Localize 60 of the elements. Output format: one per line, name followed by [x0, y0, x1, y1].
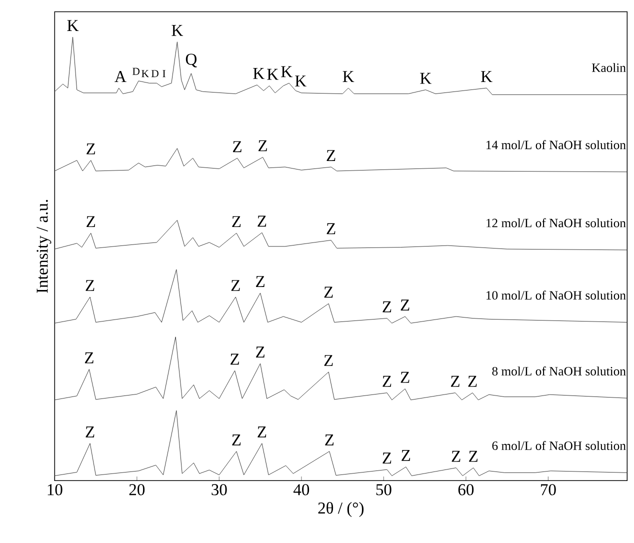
- annotation: K: [420, 72, 432, 84]
- annotation: Z: [86, 216, 96, 227]
- x-tick-label: 50: [376, 484, 392, 496]
- annotation: Z: [400, 300, 410, 310]
- x-tick-label: 60: [458, 484, 474, 496]
- annotation: K: [481, 71, 492, 82]
- annotation: Z: [86, 426, 94, 438]
- annotation: Z: [450, 376, 460, 387]
- annotation: Z: [86, 143, 96, 154]
- x-tick-label: 30: [212, 484, 227, 496]
- annotation: Z: [232, 216, 241, 227]
- annotation: Z: [382, 376, 392, 387]
- annotation: Z: [382, 452, 392, 464]
- annotation: Z: [86, 280, 94, 291]
- annotation: Z: [231, 280, 240, 291]
- x-tick-label: 10: [48, 484, 62, 496]
- annotation: Z: [382, 301, 392, 312]
- series-label: 6 mol/L of NaOH solution: [492, 440, 626, 450]
- annotation: Z: [324, 354, 333, 366]
- x-tick-label: 20: [129, 484, 145, 496]
- annotation: Z: [400, 372, 410, 383]
- annotation: Z: [326, 223, 336, 234]
- annotation: K: [342, 71, 354, 82]
- annotation: Z: [84, 352, 94, 364]
- annotation: Z: [258, 216, 266, 227]
- annotation: Z: [230, 354, 239, 364]
- series-label: 14 mol/L of NaOH solution: [486, 140, 626, 150]
- annotation: K: [142, 70, 149, 77]
- annotation: K: [281, 66, 292, 77]
- annotation: D: [151, 70, 158, 77]
- annotation: Z: [452, 450, 460, 462]
- annotation: Z: [469, 450, 478, 462]
- series-label: 10 mol/L of NaOH solution: [486, 290, 626, 300]
- y-axis-title: Intensity / a.u.: [36, 200, 52, 293]
- annotation: Z: [325, 434, 334, 446]
- annotation: Z: [468, 376, 477, 387]
- annotation: K: [172, 24, 184, 36]
- annotation: Z: [232, 434, 241, 446]
- annotation: K: [295, 75, 306, 86]
- annotation: K: [67, 20, 79, 31]
- annotation: Z: [256, 346, 264, 358]
- annotation: Z: [258, 140, 267, 152]
- x-axis-title: 2θ / (°): [318, 502, 364, 517]
- annotation: D: [132, 68, 140, 75]
- annotation: Z: [256, 276, 264, 287]
- annotation: Q: [186, 54, 197, 68]
- annotation: Z: [258, 426, 266, 438]
- annotation: K: [253, 68, 264, 79]
- annotation: Z: [233, 141, 242, 152]
- annotation: I: [162, 70, 166, 77]
- annotation: K: [267, 68, 278, 80]
- x-tick-label: 40: [293, 484, 310, 496]
- annotation: Z: [326, 150, 336, 161]
- series-label: Kaolin: [592, 63, 626, 72]
- x-tick-label: 70: [541, 484, 556, 496]
- annotation: A: [114, 70, 126, 82]
- annotation: Z: [402, 450, 410, 461]
- annotation: Z: [324, 286, 333, 298]
- series-label: 12 mol/L of NaOH solution: [486, 218, 626, 228]
- series-label: 8 mol/L of NaOH solution: [492, 366, 626, 376]
